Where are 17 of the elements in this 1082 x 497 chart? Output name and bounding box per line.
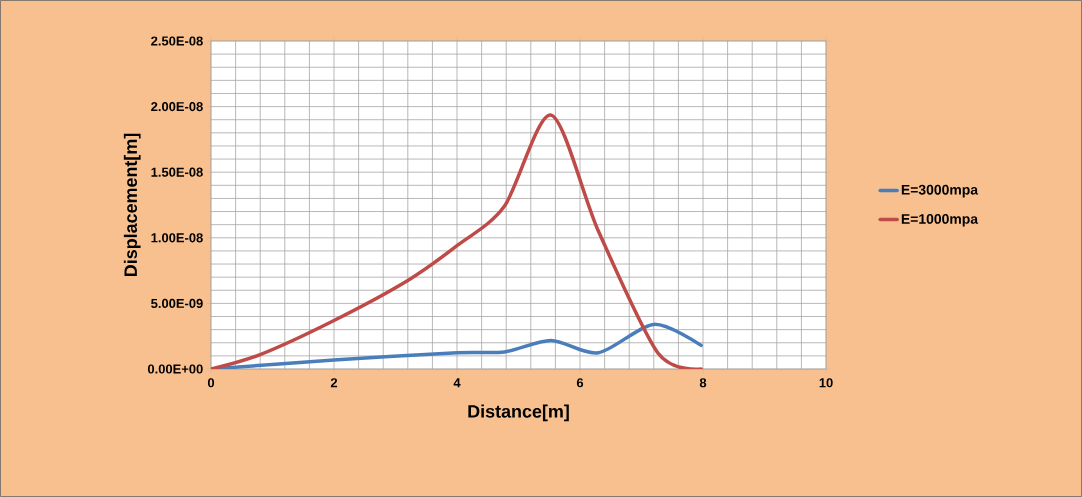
- legend-label: E=1000mpa: [901, 213, 979, 227]
- x-tick-label: 2: [330, 378, 338, 388]
- x-tick-label: 8: [699, 378, 707, 388]
- y-tick-label: 2.50E-08: [151, 36, 203, 46]
- x-tick-label: 10: [819, 378, 833, 388]
- x-tick-label: 6: [576, 378, 584, 388]
- y-tick-label: 2.00E-08: [151, 102, 203, 112]
- y-tick-label: 5.00E-09: [151, 298, 203, 308]
- y-tick-label: 1.00E-08: [151, 233, 203, 243]
- y-axis-title: Displacement[m]: [123, 133, 141, 277]
- line-series: [211, 113, 703, 369]
- x-tick-label: 0: [207, 378, 215, 388]
- x-tick-label: 4: [453, 378, 461, 388]
- x-axis-title: Distance[m]: [468, 404, 569, 422]
- y-tick-label: 0.00E+00: [147, 364, 203, 374]
- legend-label: E=3000mpa: [901, 184, 979, 198]
- y-tick-label: 1.50E-08: [151, 167, 203, 177]
